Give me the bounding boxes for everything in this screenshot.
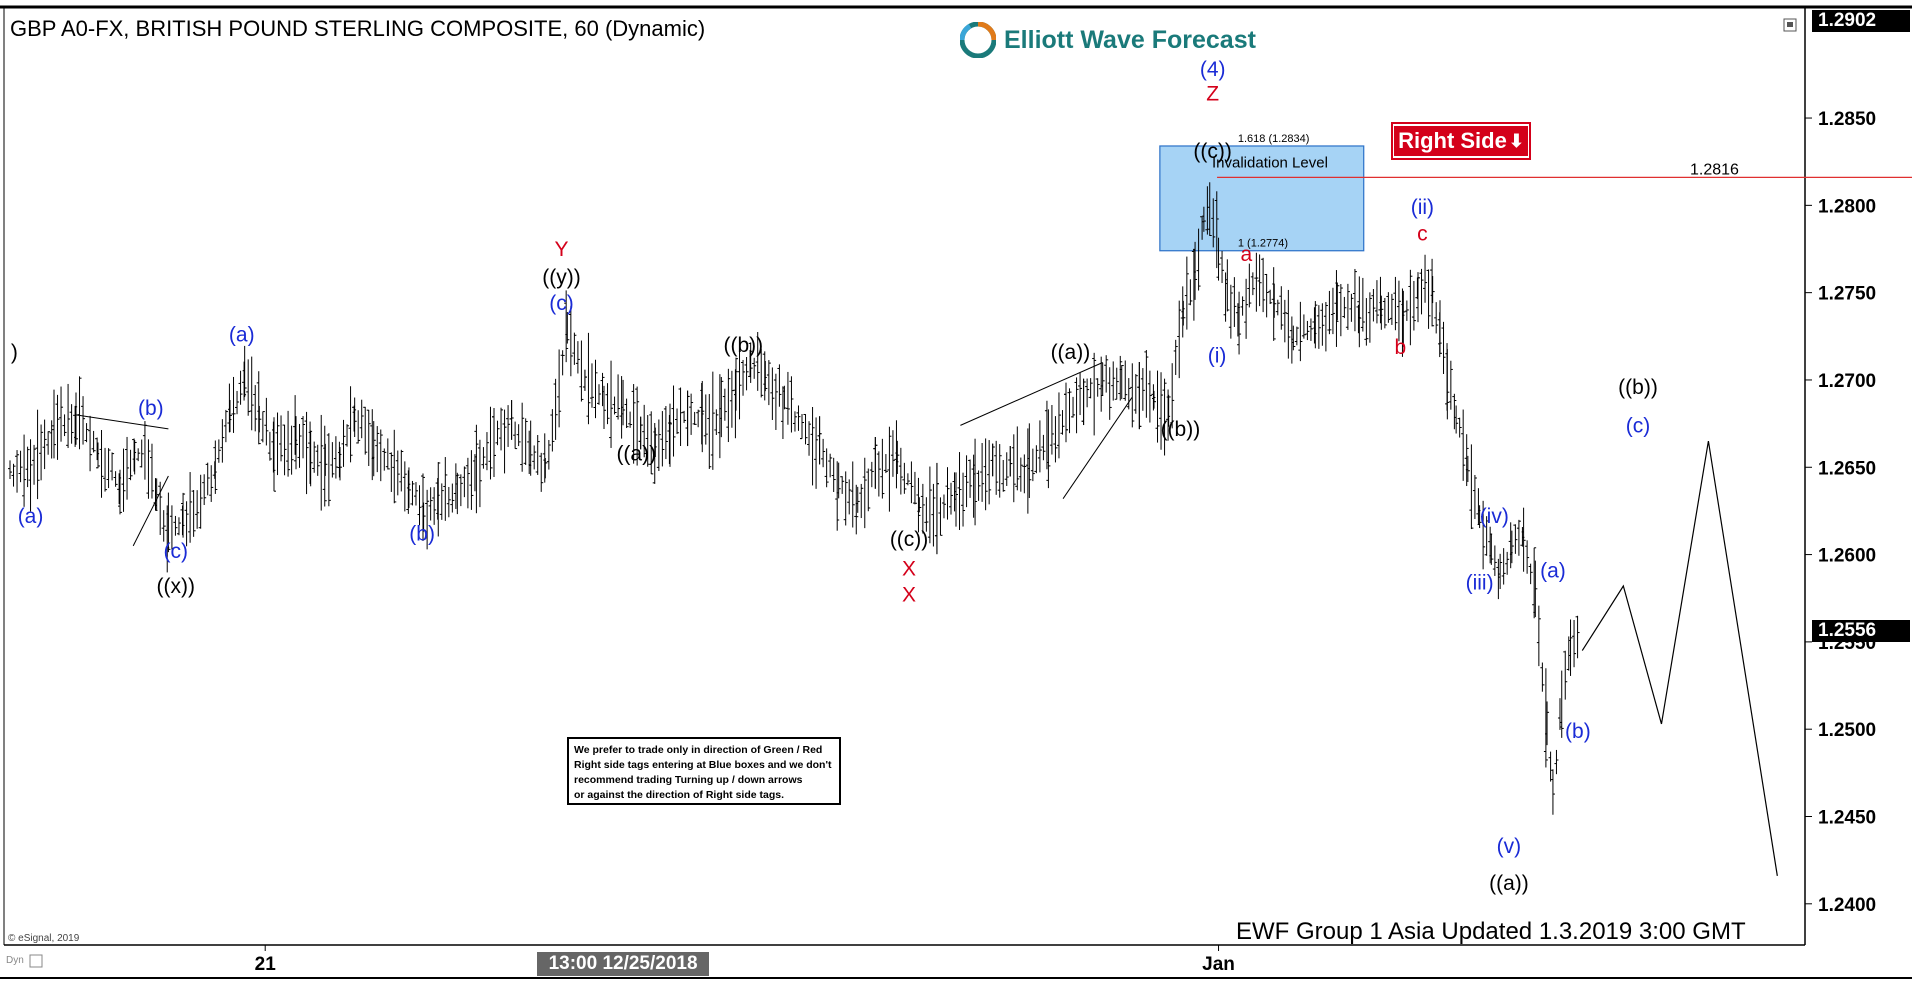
wave-label: ((a)) bbox=[1051, 341, 1091, 364]
trend-line bbox=[75, 414, 169, 430]
wave-label: Y bbox=[554, 238, 568, 261]
wave-label: ) bbox=[11, 341, 18, 364]
wave-label: ((c)) bbox=[890, 528, 928, 551]
arrow-down-icon: ⬇ bbox=[1508, 131, 1524, 151]
x-tick-label: Jan bbox=[1202, 954, 1235, 975]
y-tick-label: 1.2450 bbox=[1818, 808, 1876, 829]
wave-label: (b) bbox=[1565, 720, 1591, 743]
wave-label: ((b)) bbox=[1161, 418, 1201, 441]
wave-label: (v) bbox=[1497, 835, 1522, 858]
copyright: © eSignal, 2019 bbox=[8, 933, 80, 944]
wave-label: (a) bbox=[229, 324, 255, 347]
fib-top-label: 1.618 (1.2834) bbox=[1238, 133, 1310, 145]
y-tick-label: 1.2600 bbox=[1818, 546, 1876, 567]
blue-box-zone bbox=[1159, 145, 1365, 252]
y-tick-label: 1.2750 bbox=[1818, 284, 1876, 305]
trend-line bbox=[1062, 397, 1133, 499]
wave-label: X bbox=[902, 558, 916, 581]
ewf-circle-logo-icon bbox=[960, 22, 996, 58]
wave-label: ((b)) bbox=[1618, 376, 1658, 399]
y-tick-label: 1.2500 bbox=[1818, 720, 1876, 741]
dyn-label: Dyn bbox=[6, 955, 24, 966]
fib-bottom-label: 1 (1.2774) bbox=[1238, 238, 1288, 250]
y-tick-label: 1.2800 bbox=[1818, 196, 1876, 217]
wave-label: (b) bbox=[138, 397, 164, 420]
wave-label: (c) bbox=[1626, 414, 1651, 437]
wave-label: a bbox=[1241, 243, 1253, 266]
wave-label: c bbox=[1417, 222, 1428, 245]
wave-label: (iv) bbox=[1480, 505, 1509, 528]
wave-label: ((a)) bbox=[1489, 872, 1529, 895]
wave-label: (i) bbox=[1208, 345, 1227, 368]
trend-line bbox=[960, 362, 1103, 426]
crosshair-date: 13:00 12/25/2018 bbox=[537, 952, 710, 976]
trend-line bbox=[132, 475, 169, 547]
y-tick-label: 1.2400 bbox=[1818, 895, 1876, 916]
invalidation-value: 1.2816 bbox=[1690, 161, 1739, 178]
y-tick-label: 1.2650 bbox=[1818, 458, 1876, 479]
wave-label: ((c)) bbox=[1193, 140, 1231, 163]
x-tick-label: 21 bbox=[255, 954, 277, 975]
last-price-flag: 1.2556 bbox=[1812, 620, 1910, 643]
invalidation-label: Invalidation Level bbox=[1212, 154, 1328, 171]
wave-label: ((b)) bbox=[724, 334, 764, 357]
brand-logo: Elliott Wave Forecast bbox=[960, 22, 1256, 58]
wave-label: (ii) bbox=[1411, 196, 1434, 219]
brand-name: Elliott Wave Forecast bbox=[1004, 25, 1256, 54]
wave-label: (c) bbox=[163, 540, 188, 563]
right-side-tag-text: Right Side bbox=[1398, 128, 1507, 153]
wave-label: (a) bbox=[1540, 559, 1566, 582]
wave-label: X bbox=[902, 584, 916, 607]
y-tick-label: 1.2850 bbox=[1818, 109, 1876, 130]
wave-label: ((a)) bbox=[616, 442, 656, 465]
wave-label: (4) bbox=[1200, 58, 1226, 81]
wave-label: (c) bbox=[549, 292, 574, 315]
right-side-tag: Right Side ⬇ bbox=[1391, 122, 1531, 160]
wave-label: ((y)) bbox=[542, 266, 580, 289]
trading-note: We prefer to trade only in direction of … bbox=[567, 737, 841, 805]
chart-title: GBP A0-FX, BRITISH POUND STERLING COMPOS… bbox=[10, 16, 706, 41]
update-footer: EWF Group 1 Asia Updated 1.3.2019 3:00 G… bbox=[1236, 918, 1746, 945]
wave-label: (a) bbox=[18, 505, 44, 528]
top-price-flag: 1.2902 bbox=[1812, 10, 1910, 32]
wave-label: (iii) bbox=[1466, 572, 1494, 595]
wave-label: b bbox=[1395, 336, 1407, 359]
wave-label: Z bbox=[1206, 83, 1219, 106]
projection-path bbox=[1581, 440, 1778, 876]
wave-label: (b) bbox=[409, 523, 435, 546]
y-tick-label: 1.2700 bbox=[1818, 371, 1876, 392]
wave-label: ((x)) bbox=[156, 575, 194, 598]
scroll-handle-icon[interactable] bbox=[29, 954, 43, 968]
